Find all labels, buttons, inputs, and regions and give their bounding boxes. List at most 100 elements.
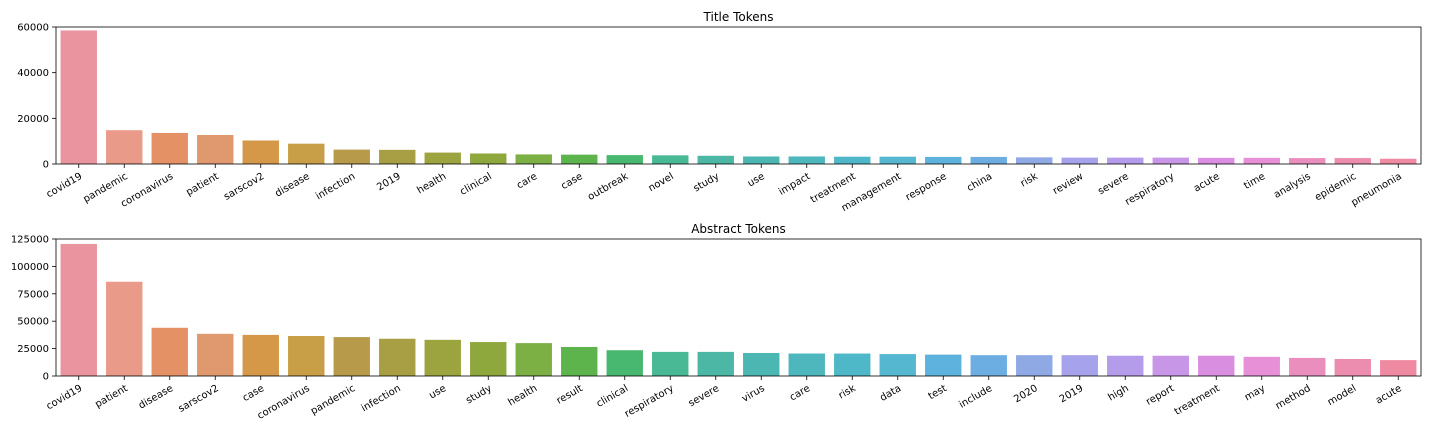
title-tokens-x-tick-label: patient (184, 171, 220, 198)
abstract-tokens-bar-sarscov2 (197, 333, 234, 376)
title-tokens-chart-title: Title Tokens (703, 10, 774, 24)
title-tokens-bar-analysis (1289, 158, 1326, 164)
abstract-tokens-bar-treatment (1198, 355, 1235, 376)
abstract-tokens-bar-test (925, 354, 962, 376)
title-tokens-x-tick-label: acute (1192, 171, 1222, 195)
title-tokens-bar-clinical (470, 153, 507, 164)
abstract-tokens-x-tick-label: case (241, 383, 266, 404)
title-tokens-x-tick-label: case (559, 171, 584, 192)
title-tokens-bar-covid19 (60, 30, 97, 164)
title-tokens-y-tick-label: 60000 (17, 23, 49, 34)
abstract-tokens-x-tick-label: include (957, 383, 994, 411)
abstract-tokens-bar-pandemic (333, 337, 370, 376)
abstract-tokens-bar-2019 (1061, 355, 1098, 376)
title-tokens-bar-coronavirus (151, 132, 188, 164)
title-tokens-bar-case (561, 154, 598, 164)
abstract-tokens-x-tick-label: infection (360, 383, 403, 414)
title-tokens-bar-response (925, 156, 962, 164)
abstract-tokens-x-tick-label: virus (740, 383, 767, 405)
abstract-tokens-x-tick-label: patient (93, 383, 129, 410)
abstract-tokens-y-tick-label: 0 (43, 372, 49, 383)
abstract-tokens-x-tick-label: result (555, 383, 585, 407)
title-tokens-bar-management (879, 156, 916, 164)
abstract-tokens-bar-use (424, 339, 461, 376)
abstract-tokens-y-tick-label: 125000 (11, 235, 49, 246)
abstract-tokens-bar-infection (379, 338, 416, 376)
abstract-tokens-bar-coronavirus (288, 335, 325, 376)
abstract-tokens-bar-care (788, 353, 825, 376)
abstract-tokens-chart-title: Abstract Tokens (691, 222, 786, 236)
title-tokens-bar-treatment (834, 156, 871, 164)
abstract-tokens-bar-include (970, 355, 1007, 376)
title-tokens-bar-review (1061, 157, 1098, 164)
abstract-tokens-x-tick-label: sarscov2 (177, 383, 221, 415)
abstract-tokens-y-tick-label: 100000 (11, 262, 49, 273)
abstract-tokens-bar-data (879, 354, 916, 376)
abstract-tokens-x-tick-label: severe (687, 383, 721, 409)
title-tokens-bar-epidemic (1334, 158, 1371, 164)
title-tokens-y-tick-label: 0 (43, 160, 49, 171)
abstract-tokens-bar-high (1107, 355, 1144, 376)
title-tokens-x-tick-label: novel (647, 171, 676, 194)
abstract-tokens-bar-2020 (1016, 355, 1053, 376)
abstract-tokens-y-tick-label: 75000 (17, 289, 49, 300)
title-tokens-bar-pneumonia (1380, 158, 1417, 164)
abstract-tokens-x-tick-label: report (1144, 383, 1176, 408)
abstract-tokens-x-tick-label: 2020 (1012, 383, 1040, 405)
title-tokens-bar-pandemic (106, 130, 143, 164)
title-tokens-bar-acute (1198, 157, 1235, 164)
title-tokens-x-tick-label: sarscov2 (222, 171, 266, 203)
abstract-tokens-x-tick-label: acute (1374, 383, 1404, 407)
title-tokens-bar-time (1243, 157, 1280, 164)
title-tokens-x-tick-label: outbreak (586, 171, 630, 203)
title-tokens-x-tick-label: severe (1096, 171, 1130, 197)
abstract-tokens-bar-model (1334, 359, 1371, 376)
title-tokens-bar-disease (288, 143, 325, 164)
abstract-tokens-bar-severe (697, 351, 734, 376)
title-tokens-bar-use (743, 156, 780, 164)
title-tokens-bar-china (970, 156, 1007, 164)
title-tokens-y-tick-label: 40000 (17, 68, 49, 79)
title-tokens-x-tick-label: time (1242, 171, 1267, 192)
abstract-tokens-bar-health (515, 343, 552, 376)
abstract-tokens-x-tick-label: test (927, 383, 949, 402)
title-tokens-x-tick-label: covid19 (45, 171, 85, 200)
title-tokens-x-tick-label: impact (777, 171, 812, 198)
title-tokens-bar-2019 (379, 149, 416, 164)
title-tokens-bar-infection (333, 149, 370, 164)
abstract-tokens-plot-frame (55, 238, 1422, 377)
abstract-tokens-x-tick-label: pandemic (309, 383, 357, 417)
title-tokens-bar-health (424, 152, 461, 164)
abstract-tokens-x-tick-label: treatment (1173, 383, 1222, 418)
abstract-tokens-x-tick-label: risk (837, 383, 858, 402)
abstract-tokens-x-tick-label: clinical (595, 383, 630, 410)
abstract-tokens-x-tick-label: study (464, 383, 494, 406)
abstract-tokens-bar-covid19 (60, 243, 97, 376)
abstract-tokens-bar-report (1152, 355, 1189, 376)
abstract-tokens-bar-risk (834, 353, 871, 376)
abstract-tokens-x-tick-label: high (1106, 383, 1130, 403)
title-tokens-x-tick-label: clinical (458, 171, 493, 198)
title-tokens-x-tick-label: response (904, 171, 949, 203)
abstract-tokens-bar-clinical (606, 350, 643, 376)
title-tokens-x-tick-label: use (746, 171, 767, 189)
title-tokens-plot-frame (55, 26, 1422, 165)
abstract-tokens-x-tick-label: disease (137, 383, 175, 412)
title-tokens-x-tick-label: care (515, 171, 539, 191)
title-tokens-x-tick-label: study (692, 171, 722, 194)
abstract-tokens-bar-disease (151, 327, 188, 376)
title-tokens-x-tick-label: infection (314, 171, 357, 202)
abstract-tokens-x-tick-label: may (1243, 383, 1267, 403)
abstract-tokens-bar-study (470, 342, 507, 376)
abstract-tokens-x-tick-label: method (1274, 383, 1313, 412)
abstract-tokens-x-tick-label: 2019 (1058, 383, 1086, 405)
abstract-tokens-bar-acute (1380, 360, 1417, 376)
abstract-tokens-bar-respiratory (652, 351, 689, 376)
title-tokens-y-tick-label: 20000 (17, 114, 49, 125)
title-tokens-bar-severe (1107, 157, 1144, 164)
abstract-tokens-x-tick-label: health (506, 383, 539, 408)
abstract-tokens-bar-case (242, 334, 279, 376)
abstract-tokens-y-tick-label: 50000 (17, 317, 49, 328)
